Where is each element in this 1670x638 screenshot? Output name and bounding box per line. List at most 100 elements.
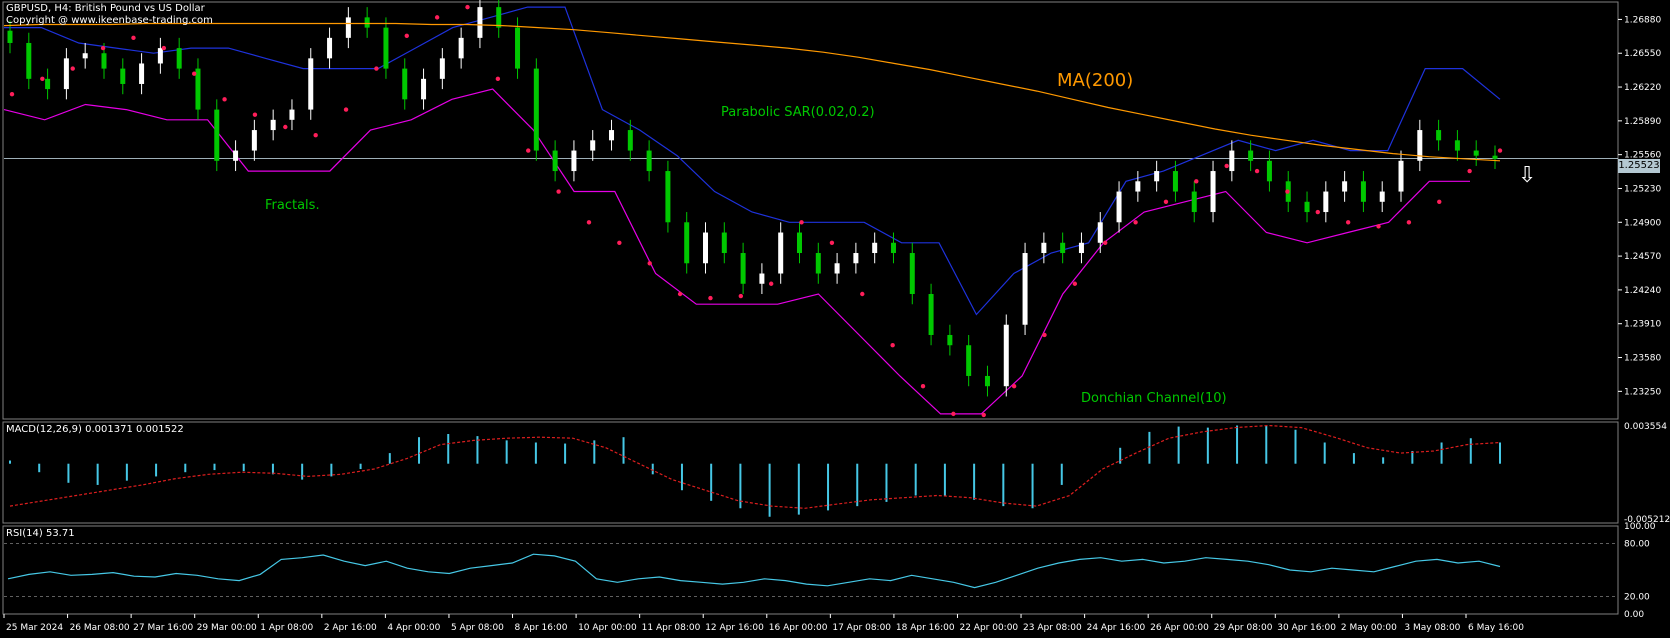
time-tick-label: 2 May 00:00 [1341,623,1397,633]
price-tick-label: 1.26550 [1624,49,1661,59]
current-price-tag: 1.25523 [1618,159,1660,173]
down-arrow-icon: ⇩ [1518,163,1537,188]
sar-dot [1103,240,1108,245]
candle-body [120,68,126,84]
copyright-text: Copyright @ www.ikeenbase-trading.com [6,15,213,26]
sar-dot [647,261,652,266]
candle-body [1210,171,1216,213]
sar-dot [1072,281,1078,286]
candle-body [609,130,615,141]
candle-body [627,130,633,151]
candle-body [1323,191,1329,213]
sar-dot [9,92,15,97]
sar-dot [1497,148,1503,153]
candle-body [1304,201,1310,213]
candle-body [383,27,389,69]
macd-tick-label: 0.003554 [1624,422,1667,432]
candle-body [1436,130,1442,141]
candle-body [1454,140,1460,151]
rsi-line [7,553,1501,589]
time-tick-label: 3 May 08:00 [1404,623,1460,633]
candle-body [1248,150,1254,161]
sar-dot [70,66,75,71]
candle-body [1342,181,1348,192]
sar-dot [313,132,318,138]
candle-body [345,17,351,38]
time-tick-label: 6 May 16:00 [1468,623,1524,633]
sar-dot [1254,168,1260,174]
candle-body [1360,181,1366,202]
time-tick-label: 24 Apr 16:00 [1087,623,1146,633]
sar-dot [1345,220,1351,225]
sar-dot [192,71,197,76]
rsi-panel-frame [2,525,1619,615]
candle-body [1078,242,1084,254]
donchian-lower-line [3,88,1470,415]
ma-label: MA(200) [1057,70,1134,91]
candle-body [1116,191,1122,223]
price-tick-label: 1.25560 [1624,151,1661,161]
time-tick-label: 5 Apr 08:00 [451,623,504,633]
sar-dot [283,124,288,130]
time-tick-label: 26 Mar 08:00 [70,623,130,633]
sar-label: Parabolic SAR(0.02,0.2) [721,105,875,120]
candle-body [63,58,69,90]
candle-body [759,273,765,284]
candle-body [646,150,652,172]
candle-body [251,130,257,151]
sar-dot [1224,163,1229,169]
macd-panel-frame [2,421,1619,524]
candle-body [533,68,539,151]
candle-body [458,37,464,59]
time-tick-label: 17 Apr 08:00 [832,623,891,633]
macd-label: MACD(12,26,9) 0.001371 0.001522 [6,424,184,435]
sar-dot [465,4,470,10]
price-tick-label: 1.25890 [1624,117,1661,127]
sar-dot [1163,199,1169,204]
macd-tick-label: -0.005212 [1624,515,1670,525]
sar-dot [890,343,895,348]
time-tick-label: 2 Apr 16:00 [324,623,377,633]
candle-body [7,30,13,43]
time-tick-label: 30 Apr 16:00 [1277,623,1336,633]
donchian-label: Donchian Channel(10) [1081,391,1227,406]
candle-body [1229,150,1235,172]
price-tick-label: 1.26220 [1624,83,1661,93]
candle-body [496,7,502,28]
candle-body [214,109,220,161]
time-tick-label: 10 Apr 00:00 [578,623,637,633]
candle-body [778,232,784,274]
price-tick-label: 1.24240 [1624,286,1661,296]
candle-body [101,53,107,69]
candle-body [966,345,972,376]
candle-body [1417,130,1423,161]
candle-body [703,232,709,264]
candle-body [872,242,878,254]
sar-dot [100,45,106,51]
candle-body [515,27,521,69]
candle-body [195,68,201,110]
sar-dot [404,33,409,39]
candle-body [909,253,915,295]
time-tick-label: 29 Apr 08:00 [1214,623,1273,633]
sar-dot [495,76,501,82]
sar-dot [860,291,865,297]
candle-body [139,63,145,84]
sar-dot [1133,220,1138,225]
candle-body [1135,181,1141,192]
sar-dot [374,66,379,71]
rsi-tick-label: 100.00 [1624,522,1656,532]
sar-dot [738,293,744,299]
rsi-label: RSI(14) 53.71 [6,528,75,539]
candle-body [1473,150,1479,156]
candle-body [402,68,408,100]
candle-body [477,7,483,38]
candle-body [590,140,596,151]
rsi-tick-label: 0.00 [1624,610,1644,620]
candle-body [157,48,163,64]
candle-body [176,48,182,69]
candle-body [1060,242,1066,254]
fractals-label: Fractals. [265,198,320,213]
time-tick-label: 27 Mar 16:00 [133,623,193,633]
candle-body [421,78,427,100]
